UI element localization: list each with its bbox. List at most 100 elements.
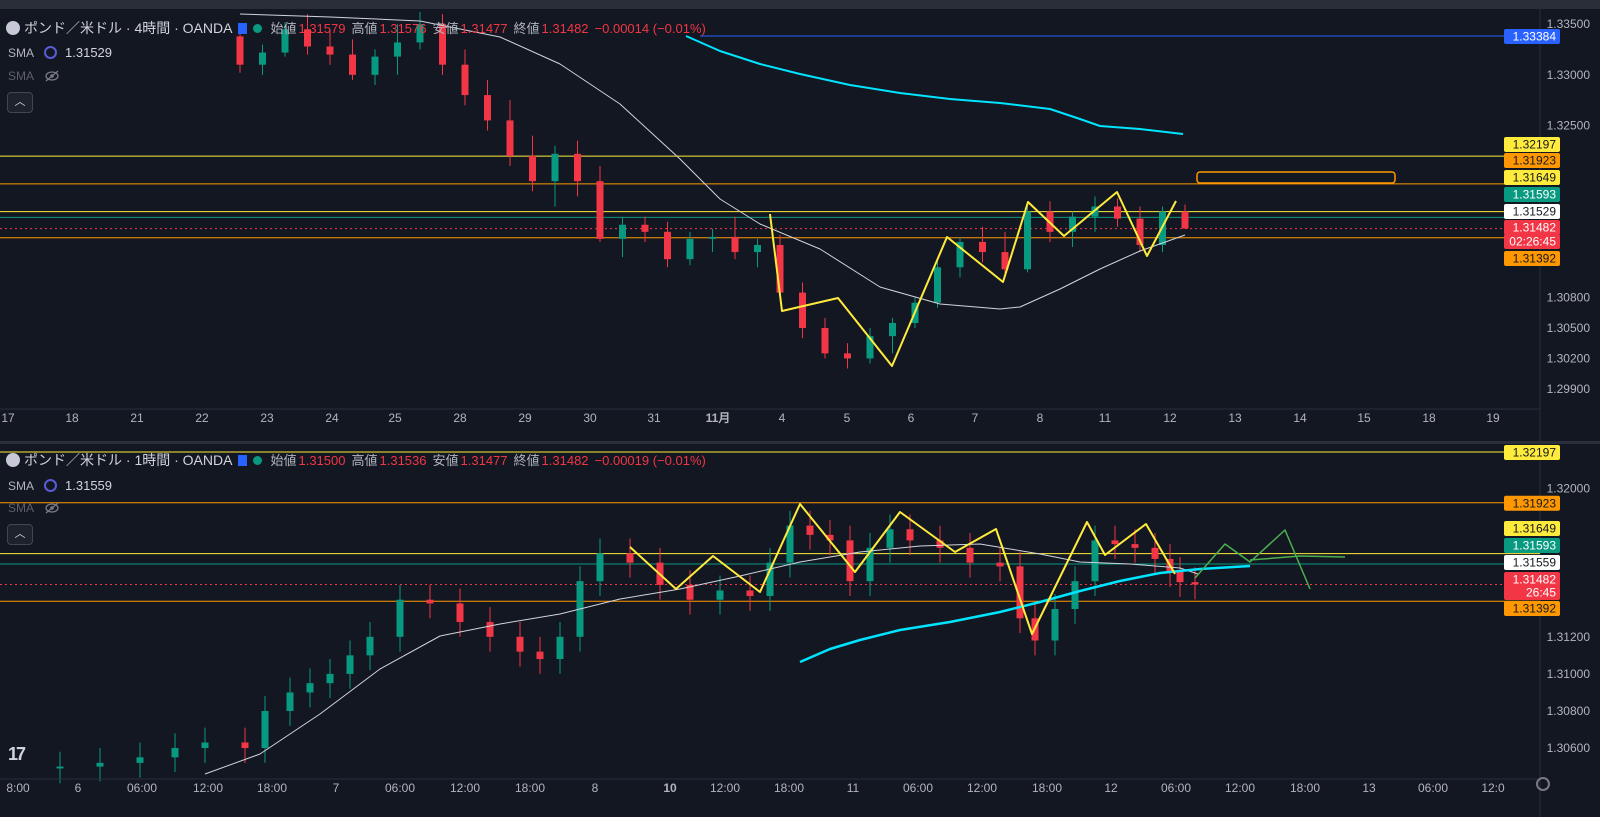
candle-body <box>551 153 559 182</box>
eye-hidden-icon[interactable] <box>44 70 60 85</box>
sma-legend-1[interactable]: SMA 1.31529 <box>8 45 112 60</box>
collapse-legend-button[interactable]: ︿ <box>7 524 33 545</box>
time-tick-label: 11 <box>1099 411 1112 425</box>
candle-body <box>626 553 634 563</box>
candle-body <box>259 52 266 65</box>
time-tick-label: 18:00 <box>1290 781 1320 795</box>
eye-hidden-icon[interactable] <box>44 502 60 517</box>
badge-1-31923-bg <box>1504 495 1560 511</box>
candle-body <box>731 236 739 253</box>
badge-1-31649-bg <box>1504 521 1560 536</box>
sma-line <box>239 13 1186 310</box>
candle-body <box>456 603 464 622</box>
legend-4h: ポンド／米ドル · 4時間 · OANDA 始値 1.31579 高値 1.31576 安… <box>6 18 712 38</box>
candle-body <box>754 244 761 253</box>
time-tick-label: 18 <box>1422 411 1436 425</box>
candle-body <box>866 547 874 582</box>
symbol-title[interactable]: ポンド／米ドル · 4時間 · OANDA <box>24 20 233 36</box>
symbol-title[interactable]: ポンド／米ドル · 1時間 · OANDA <box>24 452 233 468</box>
sma-reload-icon[interactable] <box>44 46 58 59</box>
low-value: 1.31477 <box>460 21 508 36</box>
time-tick-label: 11 <box>847 781 860 795</box>
time-tick-label: 25 <box>388 411 402 425</box>
badge-last-price: 1.31482 <box>1513 221 1557 235</box>
pane-divider[interactable] <box>0 441 1600 444</box>
candle-body <box>1091 540 1099 582</box>
badge-1-32197: 1.32197 <box>1513 138 1557 152</box>
time-tick-label: 11月 <box>706 411 731 425</box>
time-tick-label: 06:00 <box>1418 781 1448 795</box>
time-tick-label: 12:00 <box>450 781 480 795</box>
candle-body <box>306 683 314 693</box>
candle-body <box>686 238 694 260</box>
chart-pane-1h[interactable]: 1.32000 1.31200 1.31000 1.30800 1.30600 8:00 6… <box>0 444 1600 817</box>
time-tick-label: 12 <box>1104 781 1118 795</box>
time-tick-label: 14 <box>1293 411 1307 425</box>
price-tick-label: 1.30800 <box>1547 704 1591 718</box>
low-value: 1.31477 <box>460 453 508 468</box>
badge-1-31392: 1.31392 <box>1513 602 1557 616</box>
candle-body <box>936 540 944 548</box>
badge-1-31392: 1.31392 <box>1513 252 1557 266</box>
candle-body <box>956 241 964 268</box>
low-label: 安値 <box>432 453 459 468</box>
candle-body <box>1091 206 1099 217</box>
candle-body <box>1151 547 1159 559</box>
candle-body <box>826 534 834 541</box>
high-value: 1.31576 <box>379 21 427 36</box>
price-tick-label: 1.29900 <box>1547 382 1591 396</box>
close-label: 終値 <box>513 21 540 36</box>
candle-body <box>529 155 536 182</box>
candle-body <box>1131 544 1139 548</box>
time-tick-label: 6 <box>908 411 915 425</box>
badge-1-31649: 1.31649 <box>1513 171 1557 185</box>
low-label: 安値 <box>432 21 459 36</box>
candle-body <box>746 590 754 597</box>
candle-body <box>326 46 334 55</box>
gear-icon[interactable] <box>1536 777 1550 791</box>
badge-1-33384-bg <box>1504 28 1560 44</box>
candle-body <box>236 36 244 65</box>
candle-body <box>1024 211 1031 270</box>
market-status-icon <box>253 456 263 465</box>
candle-body <box>1136 218 1144 245</box>
sma-legend-2[interactable]: SMA <box>8 501 60 517</box>
tradingview-logo[interactable]: 17 <box>8 744 26 764</box>
collapse-legend-button[interactable]: ︿ <box>7 92 33 113</box>
time-tick-label: 10 <box>663 781 677 795</box>
sma-legend-2[interactable]: SMA <box>8 69 60 85</box>
candle-body <box>136 757 144 763</box>
open-value: 1.31500 <box>298 453 346 468</box>
time-tick-label: 12:00 <box>193 781 223 795</box>
candle-body <box>516 636 524 652</box>
badge-1-33384: 1.33384 <box>1513 29 1557 43</box>
candle-body <box>506 120 514 156</box>
candle-body <box>1176 571 1184 583</box>
candle-body <box>96 762 104 767</box>
projection-path-flat <box>1249 555 1346 561</box>
sma-reload-icon[interactable] <box>44 479 58 492</box>
time-tick-label: 12:00 <box>710 781 740 795</box>
time-tick-label: 15 <box>1357 411 1371 425</box>
market-status-icon <box>253 24 263 33</box>
badge-last-price-bg <box>1504 572 1560 587</box>
chart-4h-canvas[interactable]: 1.33500 1.33000 1.32500 1.30800 1.30500 1.302… <box>0 9 1600 441</box>
sma-legend-1[interactable]: SMA 1.31559 <box>8 478 112 493</box>
change-value: −0.00014 (−0.01%) <box>594 21 706 36</box>
chart-pane-4h[interactable]: 1.33500 1.33000 1.32500 1.30800 1.30500 1.302… <box>0 9 1600 441</box>
legend-1h: ポンド／米ドル · 1時間 · OANDA 始値 1.31500 高値 1.31536 安… <box>6 450 712 470</box>
candle-body <box>866 336 874 359</box>
badge-1-31593: 1.31593 <box>1513 539 1557 553</box>
chart-1h-canvas[interactable]: 1.32000 1.31200 1.31000 1.30800 1.30600 8:00 6… <box>0 444 1600 817</box>
time-tick-label: 29 <box>518 411 532 425</box>
window-top-border <box>0 0 1600 9</box>
change-value: −0.00019 (−0.01%) <box>594 453 706 468</box>
candle-body <box>844 353 851 359</box>
candle-body <box>241 742 249 749</box>
time-tick-label: 13 <box>1362 781 1376 795</box>
candle-body <box>889 322 896 337</box>
candle-body <box>286 692 294 711</box>
candle-body <box>776 244 784 293</box>
price-tick-label: 1.33500 <box>1547 17 1591 31</box>
sma-label: SMA <box>8 46 35 60</box>
